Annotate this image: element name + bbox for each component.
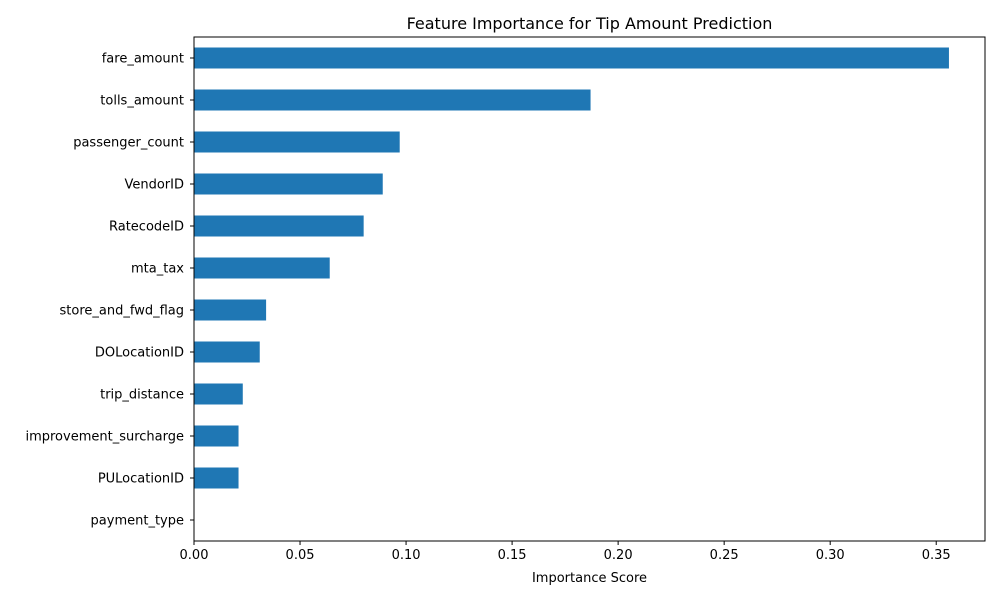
y-tick-label: store_and_fwd_flag bbox=[60, 304, 184, 319]
bar-tolls_amount bbox=[194, 89, 591, 111]
bar-improvement_surcharge bbox=[194, 425, 239, 447]
bar-DOLocationID bbox=[194, 341, 260, 363]
x-tick-label: 0.30 bbox=[816, 548, 845, 563]
x-tick-label: 0.05 bbox=[286, 548, 315, 563]
x-tick-label: 0.35 bbox=[922, 548, 951, 563]
x-axis-ticks: 0.00 0.05 0.10 0.15 0.20 0.25 0.30 0.35 bbox=[180, 541, 951, 563]
bar-trip_distance bbox=[194, 383, 243, 405]
bar-mta_tax bbox=[194, 257, 330, 279]
y-tick-label: PULocationID bbox=[98, 472, 184, 487]
bar-store_and_fwd_flag bbox=[194, 299, 267, 321]
bar-fare_amount bbox=[194, 47, 949, 69]
x-tick-label: 0.15 bbox=[498, 548, 527, 563]
y-tick-label: VendorID bbox=[124, 178, 184, 193]
x-tick-label: 0.20 bbox=[604, 548, 633, 563]
bar-VendorID bbox=[194, 173, 383, 195]
bar-passenger_count bbox=[194, 131, 400, 153]
x-tick-label: 0.10 bbox=[392, 548, 421, 563]
y-axis-ticks: fare_amount tolls_amount passenger_count Ve… bbox=[25, 52, 194, 529]
y-tick-label: payment_type bbox=[91, 514, 184, 529]
y-tick-label: RatecodeID bbox=[109, 220, 184, 235]
x-tick-label: 0.00 bbox=[180, 548, 209, 563]
chart-title: Feature Importance for Tip Amount Predic… bbox=[407, 14, 773, 33]
plot-frame bbox=[193, 36, 986, 542]
bar-PULocationID bbox=[194, 467, 239, 489]
x-axis-label: Importance Score bbox=[532, 571, 647, 586]
y-tick-label: mta_tax bbox=[131, 262, 184, 277]
y-tick-label: tolls_amount bbox=[100, 94, 184, 109]
x-tick-label: 0.25 bbox=[710, 548, 739, 563]
y-tick-label: trip_distance bbox=[100, 388, 184, 403]
y-tick-label: improvement_surcharge bbox=[25, 430, 184, 445]
y-tick-label: passenger_count bbox=[73, 136, 184, 151]
y-tick-label: fare_amount bbox=[102, 52, 184, 67]
y-tick-label: DOLocationID bbox=[95, 346, 184, 361]
bars-layer bbox=[194, 47, 949, 489]
bar-RatecodeID bbox=[194, 215, 364, 237]
